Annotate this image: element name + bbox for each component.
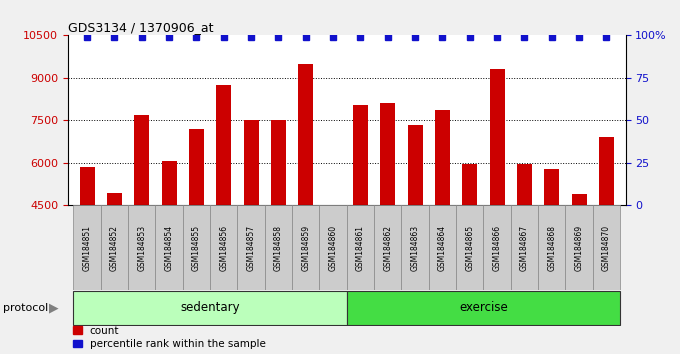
Text: ▶: ▶ (49, 302, 58, 314)
Bar (162, 161, 177, 333)
Text: GSM184865: GSM184865 (465, 225, 475, 271)
Bar (216, 85, 231, 333)
Bar (429, 205, 456, 290)
Text: GSM184858: GSM184858 (274, 225, 283, 271)
Bar (566, 205, 593, 290)
Bar (326, 205, 341, 333)
Bar (107, 193, 122, 333)
Bar (490, 69, 505, 333)
Text: GSM184853: GSM184853 (137, 225, 146, 271)
Bar (462, 164, 477, 333)
Text: GSM184851: GSM184851 (83, 225, 92, 271)
Text: GSM184863: GSM184863 (411, 225, 420, 271)
Bar (401, 205, 429, 290)
Bar (237, 205, 265, 290)
Text: GSM184854: GSM184854 (165, 225, 173, 271)
Text: GSM184864: GSM184864 (438, 225, 447, 271)
Text: GSM184856: GSM184856 (219, 225, 228, 271)
Text: GSM184861: GSM184861 (356, 225, 365, 271)
Bar (538, 205, 566, 290)
Text: GSM184852: GSM184852 (110, 225, 119, 271)
Bar (299, 64, 313, 333)
Bar (156, 205, 183, 290)
Bar (347, 291, 620, 325)
Bar (210, 205, 237, 290)
Bar (80, 167, 95, 333)
Bar (128, 205, 156, 290)
Bar (271, 120, 286, 333)
Bar (380, 103, 395, 333)
Bar (73, 205, 101, 290)
Bar (189, 129, 204, 333)
Text: GSM184857: GSM184857 (247, 225, 256, 271)
Bar (183, 205, 210, 290)
Text: GSM184866: GSM184866 (492, 225, 502, 271)
Text: sedentary: sedentary (180, 302, 240, 314)
Bar (292, 205, 320, 290)
Text: GSM184859: GSM184859 (301, 225, 310, 271)
Bar (599, 137, 614, 333)
Bar (73, 291, 347, 325)
Text: GSM184869: GSM184869 (575, 225, 583, 271)
Bar (265, 205, 292, 290)
Bar (407, 125, 423, 333)
Bar (320, 205, 347, 290)
Text: GSM184860: GSM184860 (328, 225, 338, 271)
Bar (483, 205, 511, 290)
Text: exercise: exercise (459, 302, 508, 314)
Bar (517, 164, 532, 333)
Bar (243, 120, 258, 333)
Bar (435, 110, 450, 333)
Text: GSM184855: GSM184855 (192, 225, 201, 271)
Bar (347, 205, 374, 290)
Bar (572, 194, 587, 333)
Bar (134, 115, 150, 333)
Text: protocol: protocol (3, 303, 49, 313)
Text: GDS3134 / 1370906_at: GDS3134 / 1370906_at (68, 21, 214, 34)
Bar (456, 205, 483, 290)
Bar (353, 105, 368, 333)
Bar (593, 205, 620, 290)
Bar (374, 205, 401, 290)
Text: GSM184867: GSM184867 (520, 225, 529, 271)
Bar (544, 169, 560, 333)
Text: GSM184870: GSM184870 (602, 225, 611, 271)
Bar (101, 205, 128, 290)
Text: GSM184868: GSM184868 (547, 225, 556, 271)
Text: GSM184862: GSM184862 (384, 225, 392, 271)
Legend: count, percentile rank within the sample: count, percentile rank within the sample (73, 326, 266, 349)
Bar (511, 205, 538, 290)
